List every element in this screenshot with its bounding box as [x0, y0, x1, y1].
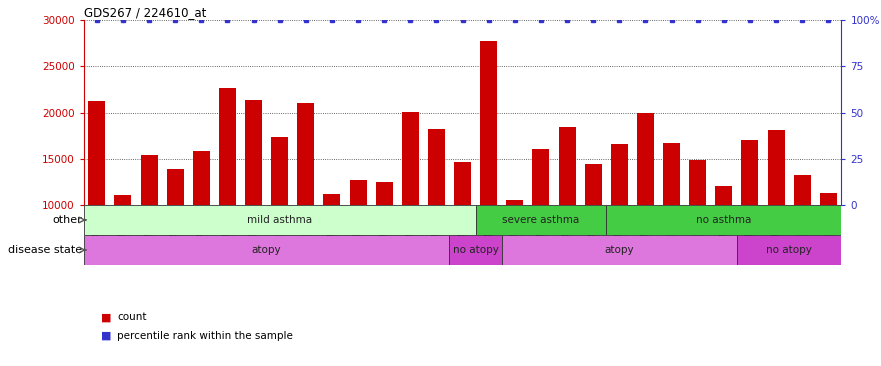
- Bar: [507, 200, 523, 205]
- Bar: [820, 193, 837, 205]
- Bar: [637, 113, 654, 205]
- Text: ■: ■: [101, 330, 112, 340]
- Bar: [689, 160, 707, 205]
- Text: mild asthma: mild asthma: [247, 215, 312, 225]
- Bar: [218, 87, 236, 205]
- Text: GDS267 / 224610_at: GDS267 / 224610_at: [84, 6, 206, 19]
- Bar: [428, 129, 445, 205]
- Bar: [350, 180, 366, 205]
- Bar: [323, 194, 340, 205]
- Bar: [167, 169, 183, 205]
- Text: atopy: atopy: [252, 245, 281, 255]
- Bar: [476, 205, 606, 235]
- Bar: [715, 186, 732, 205]
- Text: disease state: disease state: [8, 245, 83, 255]
- Text: percentile rank within the sample: percentile rank within the sample: [117, 330, 293, 340]
- Bar: [767, 130, 784, 205]
- Text: atopy: atopy: [604, 245, 634, 255]
- Text: no asthma: no asthma: [696, 215, 751, 225]
- Bar: [271, 137, 288, 205]
- Bar: [585, 164, 602, 205]
- Bar: [742, 140, 759, 205]
- Bar: [115, 195, 131, 205]
- Bar: [193, 152, 210, 205]
- Text: other: other: [53, 215, 83, 225]
- Bar: [140, 155, 158, 205]
- Bar: [611, 144, 628, 205]
- Text: no atopy: no atopy: [766, 245, 812, 255]
- Bar: [532, 149, 550, 205]
- Bar: [559, 127, 575, 205]
- Bar: [84, 205, 476, 235]
- Text: ■: ■: [101, 312, 112, 322]
- Bar: [454, 161, 471, 205]
- Bar: [480, 41, 497, 205]
- Text: no atopy: no atopy: [453, 245, 499, 255]
- Bar: [449, 235, 501, 265]
- Bar: [375, 182, 393, 205]
- Text: count: count: [117, 312, 146, 322]
- Bar: [663, 143, 680, 205]
- Bar: [297, 103, 315, 205]
- Bar: [501, 235, 737, 265]
- Bar: [402, 112, 418, 205]
- Bar: [606, 205, 841, 235]
- Bar: [245, 100, 262, 205]
- Bar: [84, 235, 449, 265]
- Text: severe asthma: severe asthma: [502, 215, 580, 225]
- Bar: [794, 175, 811, 205]
- Bar: [737, 235, 841, 265]
- Bar: [88, 101, 105, 205]
